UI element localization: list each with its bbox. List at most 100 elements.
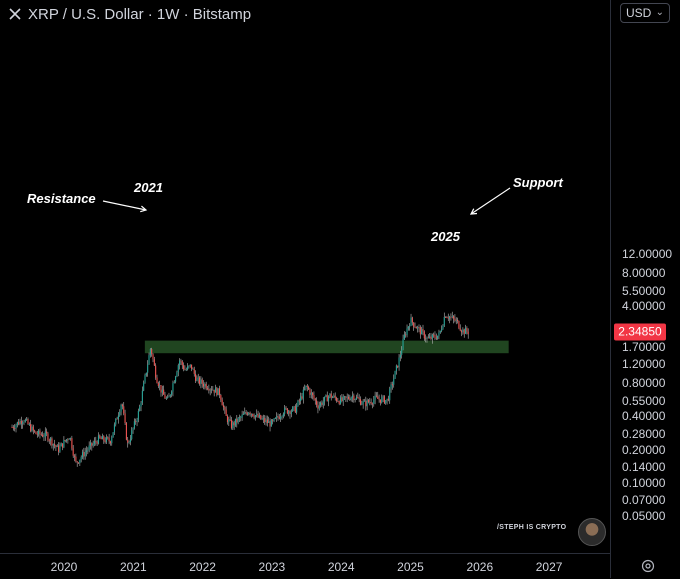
candle-body bbox=[386, 398, 388, 401]
annotation-2025: 2025 bbox=[431, 229, 460, 244]
candle-body bbox=[44, 431, 46, 437]
candle-body bbox=[268, 421, 270, 423]
candle-body bbox=[24, 419, 26, 422]
candle-body bbox=[63, 440, 65, 448]
price-axis[interactable]: 12.000008.000005.500004.000002.500001.70… bbox=[610, 0, 680, 578]
candle-body bbox=[104, 440, 106, 443]
price-tick-label: 1.70000 bbox=[622, 340, 666, 355]
candle-body bbox=[111, 437, 113, 444]
candle-body bbox=[113, 424, 115, 433]
candle-body bbox=[19, 420, 21, 425]
candle-body bbox=[359, 399, 362, 405]
candle-body bbox=[206, 388, 209, 390]
candle-body bbox=[390, 384, 392, 389]
currency-selector[interactable]: USD ⌄ bbox=[620, 3, 670, 23]
symbol-title[interactable]: XRP / U.S. Dollar · 1W · Bitstamp bbox=[28, 5, 252, 23]
price-tick-label: 0.55000 bbox=[622, 394, 666, 409]
candle-body bbox=[188, 365, 190, 367]
candle-body bbox=[419, 327, 421, 335]
candle-body bbox=[256, 413, 258, 416]
candle-body bbox=[136, 419, 138, 423]
candle-body bbox=[101, 436, 104, 440]
candle-body bbox=[333, 395, 335, 398]
time-tick-label: 2026 bbox=[466, 560, 494, 574]
candle-body bbox=[296, 405, 298, 413]
candle-body bbox=[458, 320, 460, 329]
candle-body bbox=[200, 379, 202, 384]
candle-body bbox=[354, 399, 356, 401]
candle-body bbox=[81, 451, 84, 458]
candle-body bbox=[85, 450, 88, 452]
candle-body bbox=[415, 327, 417, 329]
candle-body bbox=[394, 370, 396, 379]
candle-body bbox=[454, 318, 456, 321]
candle-body bbox=[260, 415, 262, 420]
price-chart[interactable] bbox=[0, 28, 610, 553]
candle-body bbox=[298, 400, 300, 402]
candle-body bbox=[120, 404, 122, 412]
candle-body bbox=[421, 329, 423, 335]
candle-body bbox=[71, 438, 73, 449]
candle-body bbox=[310, 392, 312, 395]
candle-body bbox=[88, 445, 90, 450]
candle-body bbox=[191, 364, 193, 369]
candle-body bbox=[234, 418, 237, 426]
candle-body bbox=[281, 416, 283, 418]
candle-body bbox=[115, 418, 117, 425]
settings-icon[interactable] bbox=[641, 559, 655, 573]
candle-body bbox=[313, 395, 315, 399]
candle-body bbox=[99, 435, 101, 438]
candle-body bbox=[181, 361, 183, 366]
candle-body bbox=[246, 413, 248, 415]
time-tick-label: 2027 bbox=[535, 560, 563, 574]
candle-body bbox=[425, 338, 427, 340]
candle-body bbox=[441, 329, 443, 331]
candle-body bbox=[224, 407, 226, 410]
annotation-support: Support bbox=[513, 175, 563, 190]
candle-body bbox=[467, 331, 469, 335]
candle-body bbox=[343, 396, 346, 398]
candle-body bbox=[214, 387, 217, 393]
candle-body bbox=[112, 432, 114, 438]
candle-body bbox=[453, 316, 455, 319]
candle-body bbox=[157, 383, 159, 386]
candle-body bbox=[87, 449, 89, 451]
chevron-down-icon: ⌄ bbox=[655, 7, 664, 18]
candle-body bbox=[40, 434, 42, 436]
candle-body bbox=[218, 388, 221, 396]
candle-body bbox=[27, 419, 29, 425]
candle-body bbox=[357, 397, 359, 399]
support-arrow bbox=[469, 187, 511, 215]
price-tick-label: 0.80000 bbox=[622, 376, 666, 391]
candle-body bbox=[132, 428, 134, 431]
candle-body bbox=[463, 329, 465, 334]
candle-body bbox=[176, 372, 178, 377]
candle-body bbox=[349, 398, 351, 400]
candle-body bbox=[462, 329, 464, 333]
candle-body bbox=[139, 406, 141, 412]
candle-body bbox=[148, 355, 150, 365]
price-tick-label: 0.40000 bbox=[622, 409, 666, 424]
candle-body bbox=[236, 418, 238, 423]
candle-body bbox=[434, 335, 436, 338]
candle-body bbox=[209, 389, 211, 391]
candle-body bbox=[301, 396, 303, 399]
time-tick-label: 2022 bbox=[189, 560, 216, 574]
candle-body bbox=[369, 401, 371, 403]
candle-body bbox=[341, 397, 343, 402]
candle-body bbox=[238, 417, 241, 419]
candle-body bbox=[18, 422, 20, 425]
candle-body bbox=[318, 405, 320, 409]
price-tick-label: 0.10000 bbox=[622, 475, 666, 490]
candle-body bbox=[365, 400, 367, 407]
candle-body bbox=[302, 389, 304, 399]
candle-body bbox=[60, 443, 62, 447]
time-axis[interactable]: 2020 2021 2022 2023 2024 2025 2026 2027 bbox=[0, 553, 610, 579]
candle-body bbox=[11, 427, 13, 428]
candle-body bbox=[230, 419, 233, 429]
annotation-resistance: Resistance bbox=[27, 191, 96, 206]
candle-body bbox=[292, 407, 294, 412]
candle-body bbox=[342, 396, 344, 402]
candle-body bbox=[105, 437, 108, 443]
candle-body bbox=[42, 434, 44, 437]
